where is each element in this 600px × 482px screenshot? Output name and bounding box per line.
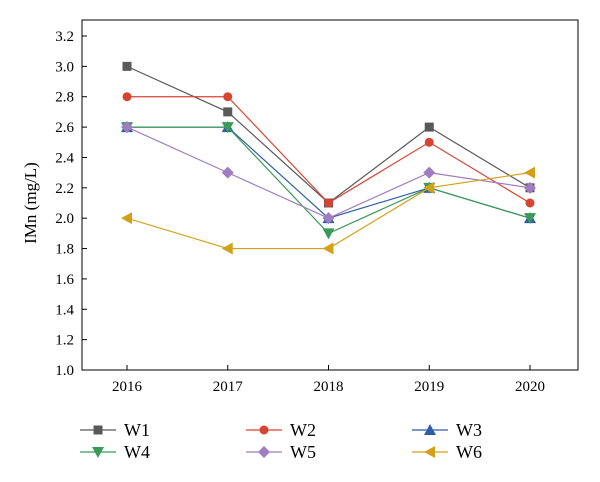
- legend-item-w4: W4: [80, 442, 150, 462]
- data-point-w4: [322, 228, 335, 240]
- y-tick-label: 2.6: [55, 120, 74, 136]
- legend-label: W2: [290, 420, 316, 440]
- x-tick-label: 2018: [314, 379, 344, 395]
- data-point-w2: [122, 92, 132, 102]
- y-tick-label: 1.2: [55, 333, 74, 349]
- legend-item-w3: W3: [412, 420, 482, 440]
- x-tick-label: 2019: [414, 379, 444, 395]
- y-tick-label: 1.8: [55, 242, 74, 258]
- data-point-w6: [322, 242, 334, 255]
- legend-marker: [259, 425, 269, 435]
- series-w6: [121, 166, 535, 255]
- data-point-w6: [121, 212, 132, 225]
- y-tick-label: 2.2: [55, 181, 74, 197]
- data-point-w6: [423, 181, 435, 194]
- legend-marker: [424, 424, 436, 435]
- series-line-w1: [126, 65, 531, 204]
- data-point-w2: [424, 137, 434, 147]
- data-point-w1: [122, 61, 132, 71]
- legend-label: W4: [124, 442, 150, 462]
- y-tick-label: 1.6: [55, 272, 74, 288]
- series-w3: [121, 121, 536, 224]
- legend-item-w5: W5: [246, 442, 316, 462]
- data-point-w1: [223, 107, 233, 117]
- legend-marker: [93, 425, 103, 435]
- data-point-w4: [524, 213, 536, 225]
- legend-label: W3: [456, 420, 482, 440]
- legend-label: W5: [290, 442, 316, 462]
- legend-item-w6: W6: [412, 442, 482, 462]
- series-w1: [122, 61, 535, 208]
- data-point-w6: [524, 166, 535, 179]
- legend-marker: [424, 446, 435, 458]
- series-line-w2: [127, 96, 531, 204]
- legend-label: W1: [124, 420, 150, 440]
- data-point-w6: [221, 242, 233, 255]
- x-tick-label: 2017: [213, 379, 244, 395]
- data-point-w2: [223, 92, 233, 102]
- legend-label: W6: [456, 442, 482, 462]
- legend-marker: [92, 447, 104, 458]
- data-point-w5: [524, 181, 536, 194]
- data-point-w5: [423, 166, 436, 179]
- x-tick-label: 2020: [515, 379, 545, 395]
- series-w2: [122, 92, 535, 208]
- legend-item-w1: W1: [80, 420, 150, 440]
- data-point-w4: [221, 122, 234, 134]
- y-tick-label: 2.8: [55, 90, 74, 106]
- data-point-w2: [324, 198, 333, 208]
- plot-area-frame: [81, 19, 579, 371]
- data-point-w5: [221, 166, 234, 179]
- y-tick-label: 3.0: [55, 59, 74, 75]
- legend-marker: [258, 446, 270, 458]
- y-tick-label: 1.0: [55, 363, 74, 379]
- data-point-w2: [525, 198, 535, 208]
- y-tick-label: 1.4: [55, 302, 74, 318]
- data-point-w1: [424, 122, 434, 132]
- series-w5: [121, 121, 536, 225]
- y-tick-label: 2.4: [55, 150, 74, 166]
- x-tick-label: 2016: [112, 379, 143, 395]
- data-point-w5: [322, 212, 335, 225]
- y-axis-title: IMn (mg/L): [21, 162, 40, 244]
- y-tick-label: 2.0: [55, 211, 74, 227]
- data-point-w5: [121, 121, 133, 134]
- y-tick-label: 3.2: [55, 29, 74, 45]
- legend-item-w2: W2: [246, 420, 316, 440]
